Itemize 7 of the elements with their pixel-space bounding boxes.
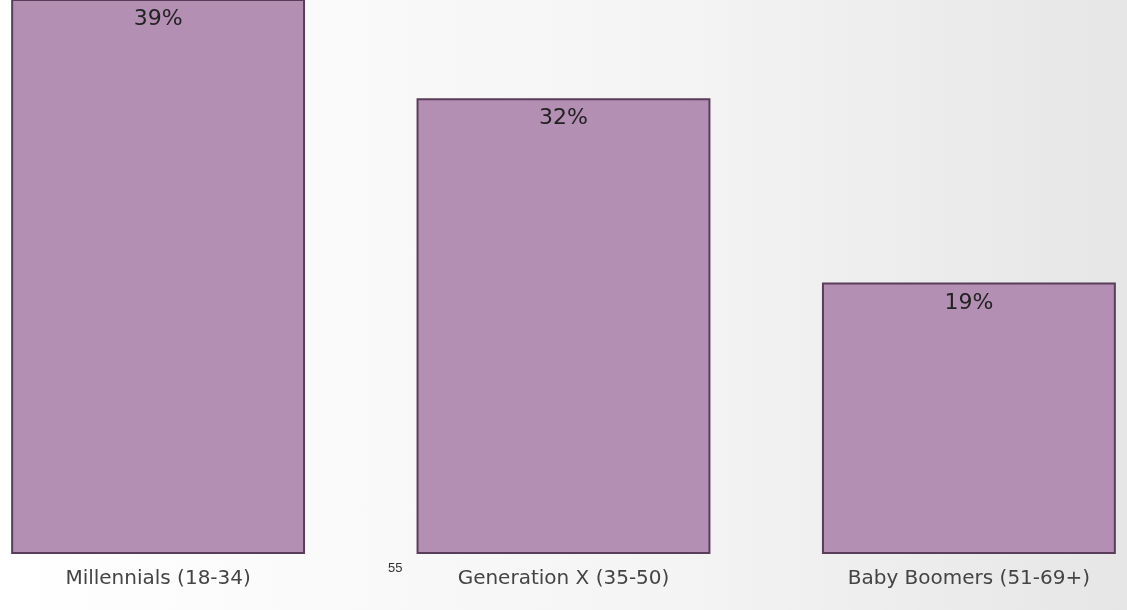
x-tick-label: Millennials (18-34) xyxy=(65,564,251,589)
x-tick-label: Baby Boomers (51-69+) xyxy=(847,564,1091,589)
data-label: 19% xyxy=(944,288,994,314)
data-label: 39% xyxy=(133,5,183,30)
x-tick-label: Generation X (35-50) xyxy=(457,564,670,589)
data-label: 32% xyxy=(539,104,588,130)
text: 55 xyxy=(388,560,403,575)
